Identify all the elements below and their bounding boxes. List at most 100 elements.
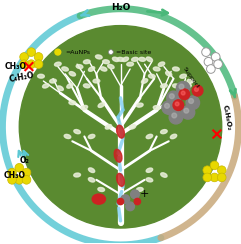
Text: Support: Support xyxy=(182,66,200,89)
Ellipse shape xyxy=(57,86,63,91)
Text: C₅H₈O₂: C₅H₈O₂ xyxy=(221,104,232,131)
Text: O₂: O₂ xyxy=(19,156,29,165)
Circle shape xyxy=(211,53,220,61)
Ellipse shape xyxy=(54,62,61,66)
Circle shape xyxy=(181,106,195,119)
Text: H₂O: H₂O xyxy=(111,3,130,12)
Ellipse shape xyxy=(136,187,143,192)
Text: +: + xyxy=(140,189,149,199)
Text: =Basic site: =Basic site xyxy=(116,50,151,55)
Circle shape xyxy=(207,65,215,73)
Circle shape xyxy=(8,168,16,177)
Ellipse shape xyxy=(153,67,160,71)
Ellipse shape xyxy=(180,74,187,78)
Ellipse shape xyxy=(67,83,73,88)
Circle shape xyxy=(165,103,169,108)
Text: CH₃O: CH₃O xyxy=(5,62,27,71)
Ellipse shape xyxy=(98,103,104,107)
Ellipse shape xyxy=(103,60,109,64)
Circle shape xyxy=(15,175,24,184)
Ellipse shape xyxy=(108,64,114,69)
Circle shape xyxy=(173,100,184,111)
Ellipse shape xyxy=(69,101,76,105)
Circle shape xyxy=(210,161,219,170)
Circle shape xyxy=(184,108,189,113)
Ellipse shape xyxy=(187,79,194,83)
Ellipse shape xyxy=(161,130,167,134)
Ellipse shape xyxy=(100,67,107,71)
Ellipse shape xyxy=(173,67,179,71)
Ellipse shape xyxy=(129,125,136,129)
Ellipse shape xyxy=(50,79,56,83)
Ellipse shape xyxy=(161,173,167,177)
Circle shape xyxy=(202,48,210,56)
Ellipse shape xyxy=(148,74,155,78)
Circle shape xyxy=(167,91,180,105)
Ellipse shape xyxy=(74,173,80,177)
Circle shape xyxy=(189,99,194,103)
Ellipse shape xyxy=(88,67,95,71)
Ellipse shape xyxy=(166,100,172,105)
Circle shape xyxy=(134,198,141,205)
Ellipse shape xyxy=(166,71,172,76)
Circle shape xyxy=(121,195,130,203)
Circle shape xyxy=(162,101,175,114)
Circle shape xyxy=(19,26,222,228)
Circle shape xyxy=(22,175,31,184)
Ellipse shape xyxy=(98,187,105,192)
Circle shape xyxy=(172,113,177,118)
Circle shape xyxy=(126,202,134,211)
Ellipse shape xyxy=(136,103,143,107)
Circle shape xyxy=(27,48,36,56)
Circle shape xyxy=(210,173,219,182)
Circle shape xyxy=(27,60,36,69)
Ellipse shape xyxy=(88,168,95,173)
Ellipse shape xyxy=(81,105,88,110)
Ellipse shape xyxy=(62,67,68,71)
Ellipse shape xyxy=(92,194,105,204)
Ellipse shape xyxy=(170,134,177,139)
Ellipse shape xyxy=(83,84,90,88)
Ellipse shape xyxy=(146,134,153,139)
Circle shape xyxy=(34,53,43,61)
Ellipse shape xyxy=(117,125,124,138)
Circle shape xyxy=(34,60,43,69)
Ellipse shape xyxy=(88,178,95,182)
Ellipse shape xyxy=(185,84,191,88)
Ellipse shape xyxy=(38,74,44,78)
Circle shape xyxy=(20,60,28,69)
Circle shape xyxy=(186,96,200,110)
Ellipse shape xyxy=(153,106,160,110)
Circle shape xyxy=(203,173,212,182)
Ellipse shape xyxy=(173,84,179,88)
Ellipse shape xyxy=(74,130,80,134)
Circle shape xyxy=(20,53,28,61)
Circle shape xyxy=(181,91,185,95)
Circle shape xyxy=(203,166,212,174)
Ellipse shape xyxy=(139,57,146,61)
Circle shape xyxy=(214,60,222,69)
Circle shape xyxy=(192,85,203,96)
Ellipse shape xyxy=(146,178,153,182)
Circle shape xyxy=(22,168,31,177)
Text: =AuNPs: =AuNPs xyxy=(65,50,90,55)
Ellipse shape xyxy=(127,62,134,66)
Ellipse shape xyxy=(76,65,83,69)
Circle shape xyxy=(55,49,61,55)
Circle shape xyxy=(8,175,16,184)
Ellipse shape xyxy=(95,55,102,59)
Ellipse shape xyxy=(43,84,49,88)
Circle shape xyxy=(176,81,190,95)
Circle shape xyxy=(15,163,24,172)
Ellipse shape xyxy=(141,79,148,83)
Text: CH₃O: CH₃O xyxy=(3,171,26,180)
Circle shape xyxy=(108,50,113,54)
Ellipse shape xyxy=(113,57,119,61)
Ellipse shape xyxy=(117,57,124,61)
Ellipse shape xyxy=(146,168,153,172)
Circle shape xyxy=(131,190,139,199)
Ellipse shape xyxy=(158,62,165,66)
Ellipse shape xyxy=(88,134,95,139)
Ellipse shape xyxy=(93,79,100,83)
Ellipse shape xyxy=(83,60,90,64)
